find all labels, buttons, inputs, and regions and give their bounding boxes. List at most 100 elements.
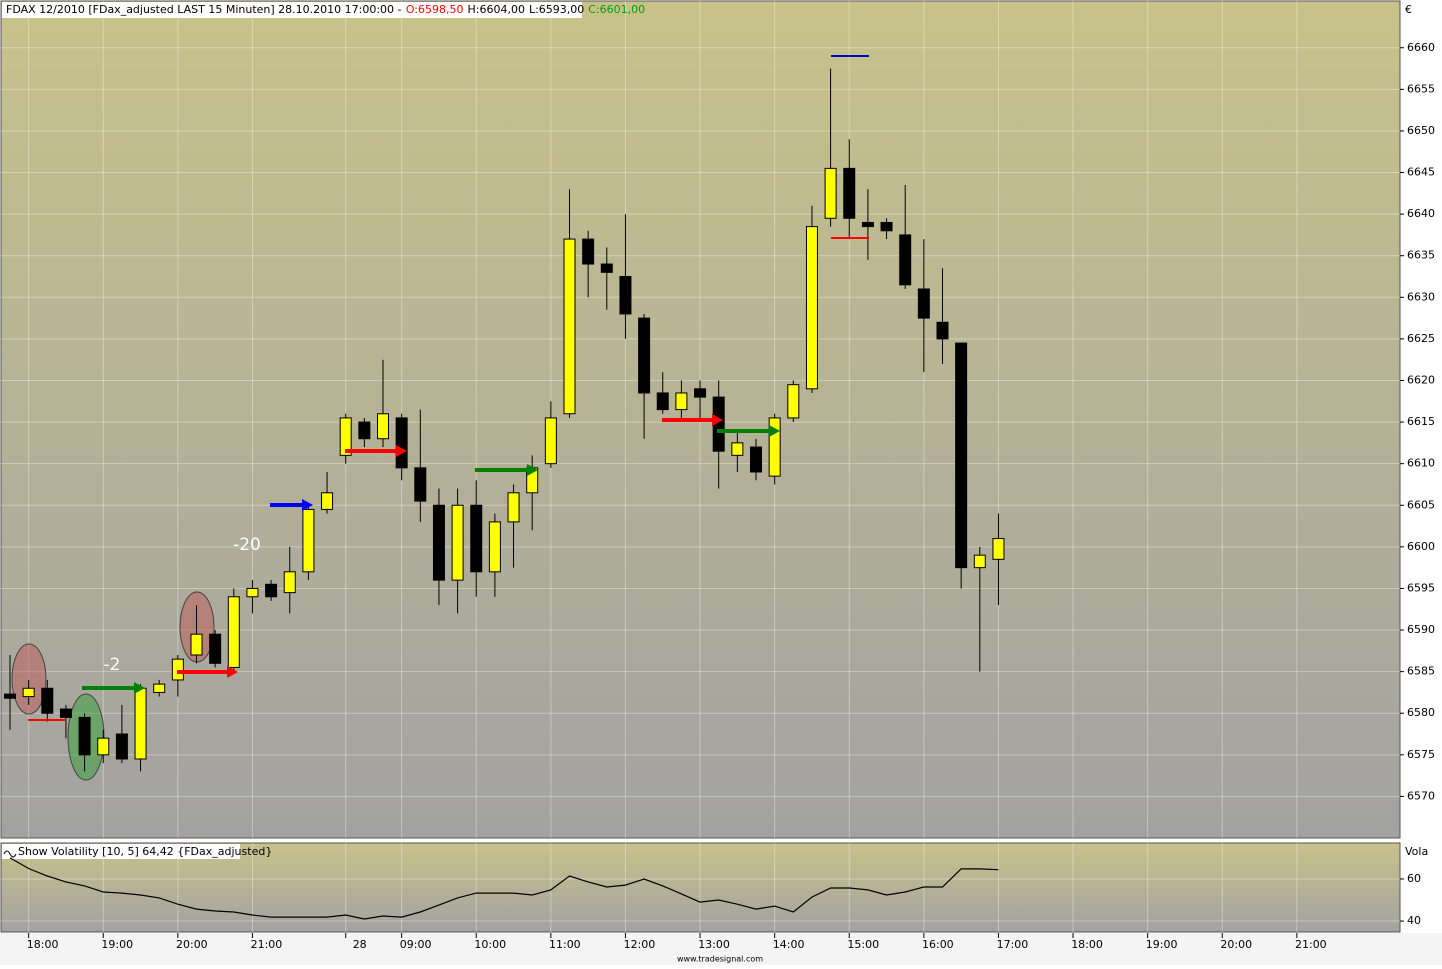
x-tick-label: 18:00	[27, 938, 59, 951]
y-tick-label: 6645	[1407, 166, 1435, 179]
volatility-line	[9, 857, 999, 920]
arrows	[82, 414, 780, 694]
candle-body	[41, 687, 54, 714]
candle-body	[377, 413, 389, 440]
arrow-head	[396, 445, 407, 457]
candle-body	[992, 538, 1005, 560]
title-part: L:6593,00	[529, 3, 584, 16]
candle-body	[694, 388, 707, 398]
candle-body	[395, 417, 408, 469]
candle-body	[265, 583, 278, 598]
candle-body	[134, 687, 147, 760]
x-tick-label: 11:00	[549, 938, 581, 951]
y-tick-label: 6570	[1407, 789, 1435, 802]
y-tick-label: 6625	[1407, 332, 1435, 345]
grid	[1, 1, 1400, 932]
arrow-head	[302, 499, 313, 511]
title-part: O:6598,50	[406, 3, 464, 16]
candle-body	[582, 238, 595, 265]
candle-body	[4, 693, 16, 699]
x-tick-label: 17:00	[997, 938, 1029, 951]
candle-body	[97, 737, 110, 756]
candles	[4, 68, 1005, 772]
arrow-head	[527, 464, 538, 476]
candle-body	[675, 392, 688, 411]
x-tick-label: 16:00	[922, 938, 954, 951]
y-tick-label: 6630	[1407, 290, 1435, 303]
indicator-title-box	[2, 844, 240, 859]
arrow-head	[134, 682, 145, 694]
footer: www.tradesignal.com	[677, 955, 763, 964]
y-tick-label: 6580	[1407, 706, 1435, 719]
arrow-head	[227, 666, 238, 678]
candle-body	[451, 504, 464, 581]
currency: €	[1405, 3, 1412, 16]
candle-body	[638, 317, 651, 394]
y-tick-label: 40	[1407, 914, 1421, 927]
x-tick-label: 19:00	[1146, 938, 1178, 951]
candle-body	[936, 321, 949, 340]
y-tick-label: 6640	[1407, 207, 1435, 220]
candle-body	[973, 554, 986, 569]
x-tick-label: 09:00	[400, 938, 432, 951]
chart-title: FDAX 12/2010 [FDax_adjusted LAST 15 Minu…	[6, 3, 645, 16]
candle-body	[750, 446, 762, 473]
ellipse-marker	[11, 643, 47, 715]
candle-body	[59, 708, 72, 718]
x-tick-label: 10:00	[474, 938, 506, 951]
arrow-head	[769, 425, 780, 437]
candle-body	[563, 238, 576, 415]
candle-body	[656, 392, 669, 411]
candle-body	[302, 508, 315, 573]
candle-body	[321, 492, 334, 510]
x-tick-label: 20:00	[176, 938, 208, 951]
y2-axis-label: Vola	[1405, 845, 1428, 858]
x-tick-label: 19:00	[101, 938, 133, 951]
candle-body	[171, 658, 184, 681]
y-tick-label: 60	[1407, 872, 1421, 885]
title-part: H:6604,00	[468, 3, 525, 16]
candle-body	[731, 442, 744, 456]
x-tick-label: 13:00	[698, 938, 730, 951]
candle-body	[470, 504, 483, 573]
x-tick-label: 12:00	[624, 938, 656, 951]
annotation: -20	[233, 535, 261, 555]
annotation: -2	[104, 655, 121, 675]
y-tick-label: 6610	[1407, 457, 1435, 470]
y-tick-label: 6650	[1407, 124, 1435, 137]
y-tick-label: 6660	[1407, 41, 1435, 54]
candle-body	[544, 417, 557, 465]
candle-body	[115, 733, 128, 760]
level-lines	[28, 55, 869, 721]
y-tick-label: 6620	[1407, 373, 1435, 386]
candle-body	[955, 342, 968, 569]
y-tick-label: 6590	[1407, 623, 1435, 636]
candle-body	[768, 417, 781, 477]
indicator-icon	[3, 850, 17, 858]
y-tick-label: 6635	[1407, 249, 1435, 262]
candle-body	[507, 492, 520, 523]
x-axis-area	[0, 933, 1442, 965]
x-tick-label: 20:00	[1220, 938, 1252, 951]
candle-body	[209, 633, 222, 664]
candle-body	[78, 716, 91, 756]
candle-body	[600, 263, 613, 273]
y-tick-label: 6615	[1407, 415, 1435, 428]
y-tick-label: 6575	[1407, 748, 1435, 761]
y-tick-label: 6600	[1407, 540, 1435, 553]
y-tick-label: 6595	[1407, 581, 1435, 594]
candle-body	[358, 421, 371, 440]
candle-body	[153, 683, 166, 693]
candle-body	[283, 571, 296, 594]
candle-body	[917, 288, 930, 319]
title-part: C:6601,00	[588, 3, 645, 16]
candle-body	[824, 167, 837, 219]
candle-body	[432, 504, 445, 581]
header-box	[2, 2, 582, 18]
y-tick-label: 6605	[1407, 498, 1435, 511]
candle-body	[22, 687, 35, 698]
y-tick-label: 6655	[1407, 82, 1435, 95]
candle-body	[880, 221, 893, 232]
x-tick-label: 28	[353, 938, 367, 951]
